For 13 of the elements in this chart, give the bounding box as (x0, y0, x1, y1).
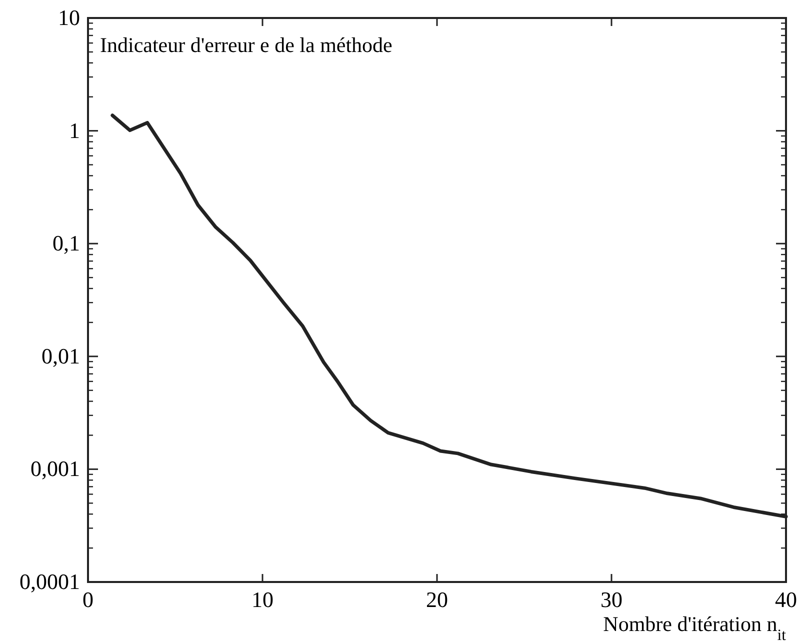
y-tick-label: 10 (58, 5, 80, 30)
x-tick-label: 0 (82, 587, 94, 612)
annotation: Indicateur d'erreur e de la méthode (100, 33, 392, 57)
y-tick-label: 0,1 (52, 230, 80, 256)
x-tick-label: 20 (426, 587, 448, 612)
y-tick-label: 1 (69, 118, 80, 143)
y-tick-label: 0,0001 (20, 569, 80, 594)
x-axis-title: Nombre d'itération n$_{it}$ (603, 612, 787, 643)
y-tick-label: 0,001 (30, 456, 80, 482)
x-tick-label: 40 (775, 587, 797, 612)
x-tick-label: 30 (600, 587, 622, 612)
y-tick-label: 0,01 (42, 343, 80, 368)
x-tick-label: 10 (252, 587, 274, 612)
